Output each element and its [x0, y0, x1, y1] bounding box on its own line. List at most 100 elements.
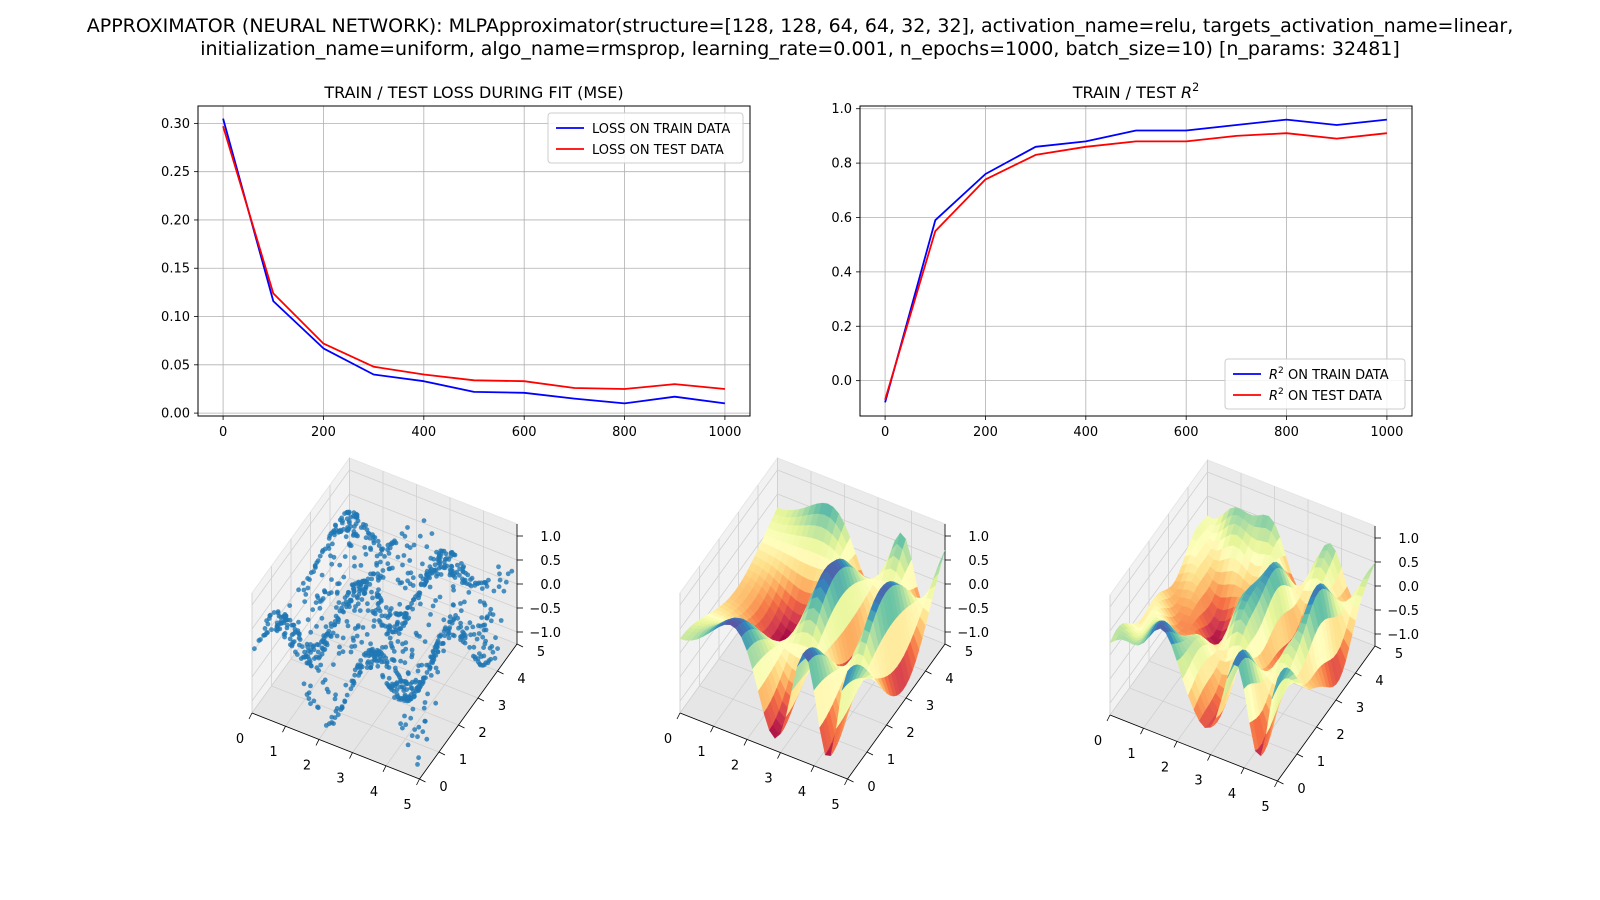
y-tick	[925, 670, 932, 675]
z-tick-label: −1.0	[529, 626, 561, 641]
data-point	[417, 533, 423, 539]
x-tick	[1240, 767, 1245, 774]
data-point	[264, 618, 269, 624]
data-point	[308, 683, 313, 689]
y-tick-label: 1	[459, 753, 467, 768]
data-point	[313, 600, 319, 605]
x-tick-label: 4	[1228, 787, 1236, 802]
data-point	[343, 534, 349, 540]
y-tick-label: 1.0	[831, 102, 852, 117]
figure-title-line-1: APPROXIMATOR (NEURAL NETWORK): MLPApprox…	[86, 15, 1514, 37]
data-point	[386, 566, 392, 572]
data-point	[458, 620, 463, 626]
data-point	[371, 618, 377, 623]
data-point	[358, 658, 364, 663]
data-point	[396, 626, 402, 632]
data-point	[317, 654, 323, 659]
data-point	[349, 678, 355, 684]
data-point	[432, 562, 438, 568]
data-point	[401, 614, 407, 620]
data-point	[368, 662, 374, 668]
data-point	[341, 574, 347, 580]
data-point	[337, 562, 343, 568]
data-point	[306, 696, 312, 701]
data-point	[302, 654, 308, 660]
y-tick	[905, 697, 913, 702]
x-tick	[1274, 780, 1278, 788]
data-point	[394, 670, 400, 676]
data-point	[351, 586, 357, 591]
data-point	[501, 588, 507, 594]
data-point	[486, 577, 491, 583]
data-point	[331, 662, 336, 667]
data-point	[429, 655, 434, 660]
data-point	[310, 607, 316, 613]
data-point	[431, 556, 436, 562]
data-point	[361, 652, 367, 657]
data-point	[497, 577, 503, 583]
data-point	[397, 601, 403, 607]
y-tick-label: 3	[926, 699, 934, 714]
data-point	[301, 587, 307, 593]
data-point	[330, 630, 336, 636]
x-tick-label: 200	[311, 425, 336, 440]
y-tick-label: 0.4	[831, 265, 852, 280]
data-point	[331, 554, 337, 560]
data-point	[360, 625, 366, 630]
data-point	[333, 522, 338, 528]
data-point	[319, 572, 325, 578]
data-point	[400, 725, 405, 731]
data-point	[458, 624, 464, 630]
z-tick-label: 0.5	[1398, 556, 1419, 571]
x-tick-label: 3	[1194, 774, 1202, 789]
x-tick-label: 1000	[708, 425, 741, 440]
data-point	[429, 659, 434, 665]
y-tick	[1277, 780, 1284, 785]
data-point	[458, 608, 464, 614]
data-point	[354, 594, 360, 600]
data-point	[441, 648, 446, 654]
data-point	[410, 706, 416, 712]
data-point	[455, 562, 460, 568]
data-point	[386, 675, 392, 681]
data-point	[387, 635, 393, 641]
data-point	[450, 551, 456, 557]
data-point	[331, 721, 336, 726]
data-point	[315, 704, 320, 710]
data-point	[416, 755, 421, 761]
y-tick	[944, 643, 952, 648]
data-point	[450, 584, 456, 589]
grid-y	[1129, 568, 1298, 755]
data-point	[275, 610, 281, 616]
data-point	[432, 647, 438, 653]
series-line-0	[884, 118, 1387, 403]
x-tick-label: 3	[764, 772, 772, 787]
data-point	[378, 551, 383, 557]
data-point	[348, 649, 354, 655]
data-point	[431, 569, 437, 575]
data-point	[355, 533, 360, 539]
z-tick-label: −1.0	[1387, 628, 1419, 643]
data-point	[364, 632, 370, 637]
data-point	[441, 548, 447, 554]
y-tick-label: 0.10	[161, 310, 190, 325]
y-tick-label: 5	[537, 645, 545, 660]
data-point	[308, 650, 313, 655]
data-point	[335, 712, 341, 718]
data-point	[495, 646, 500, 651]
data-point	[402, 660, 408, 666]
legend-label-1: LOSS ON TEST DATA	[592, 143, 724, 158]
data-point	[322, 546, 328, 552]
data-point	[375, 571, 381, 577]
data-point	[368, 571, 373, 577]
data-point	[271, 610, 277, 615]
data-point	[408, 715, 414, 721]
data-point	[412, 679, 418, 685]
data-point	[481, 645, 486, 650]
x-tick	[248, 712, 253, 720]
data-point	[350, 533, 356, 538]
data-point	[442, 633, 448, 639]
data-point	[433, 700, 439, 706]
x-tick	[743, 739, 748, 746]
x-tick-label: 1000	[1370, 425, 1403, 440]
